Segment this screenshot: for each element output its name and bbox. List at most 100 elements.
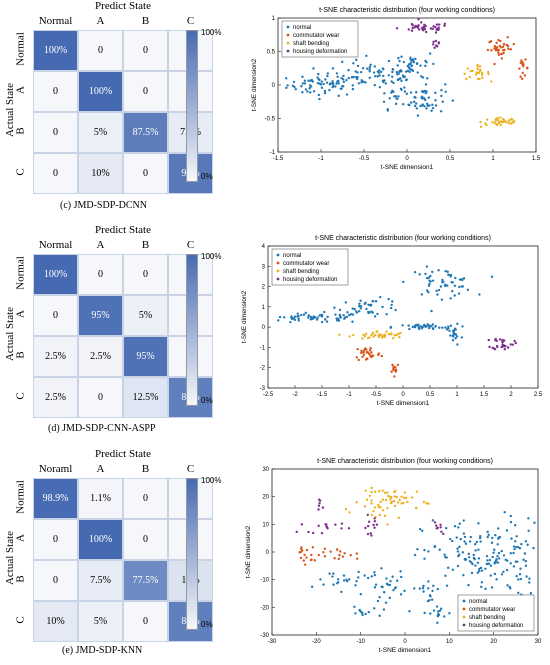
data-point xyxy=(435,524,438,527)
data-point xyxy=(300,313,303,317)
data-point xyxy=(337,319,341,322)
data-point xyxy=(409,61,413,64)
data-point xyxy=(426,599,430,603)
matrix-cell: 98.9% xyxy=(33,478,78,519)
data-point xyxy=(454,276,457,280)
data-point xyxy=(418,28,421,31)
matrix-cell: 0 xyxy=(33,112,78,153)
data-point xyxy=(326,315,329,319)
data-point xyxy=(506,346,510,349)
data-point xyxy=(451,539,454,543)
data-point xyxy=(311,531,315,535)
data-point xyxy=(500,573,504,576)
data-point xyxy=(503,348,507,351)
caption-e: (e) JMD-SDP-KNN xyxy=(62,645,143,656)
data-point xyxy=(514,524,517,527)
data-point xyxy=(332,572,335,575)
data-point xyxy=(458,278,462,281)
data-point xyxy=(378,74,381,77)
x-tick-label: 0 xyxy=(401,392,405,398)
series-shaft-bending xyxy=(344,486,430,526)
data-point xyxy=(423,557,426,560)
data-point xyxy=(485,554,489,558)
data-point xyxy=(399,331,402,335)
predict-state-title: Predict State xyxy=(95,448,151,460)
data-point xyxy=(497,38,500,42)
data-point xyxy=(423,548,426,552)
data-point xyxy=(513,339,516,343)
data-point xyxy=(355,77,359,81)
data-point xyxy=(379,505,382,509)
row-label: Normal xyxy=(14,32,27,66)
data-point xyxy=(444,326,447,329)
data-point xyxy=(403,75,407,78)
data-point xyxy=(512,551,515,555)
data-point xyxy=(447,273,450,277)
data-point xyxy=(408,103,411,107)
data-point xyxy=(334,85,337,88)
data-point xyxy=(414,57,417,61)
data-point xyxy=(389,579,392,583)
data-point xyxy=(376,599,380,603)
data-point xyxy=(380,354,383,358)
data-point xyxy=(444,283,447,286)
data-point xyxy=(306,90,309,93)
data-point xyxy=(373,571,376,574)
data-point xyxy=(387,59,391,63)
data-point xyxy=(348,335,351,338)
data-point xyxy=(443,555,447,559)
data-point xyxy=(278,315,282,319)
data-point xyxy=(440,89,443,92)
data-point xyxy=(363,302,367,306)
data-point xyxy=(522,558,525,561)
data-point xyxy=(367,352,370,355)
data-point xyxy=(424,24,427,28)
data-point xyxy=(413,325,417,329)
data-point xyxy=(377,505,380,509)
data-point xyxy=(425,289,429,292)
row-label: B xyxy=(14,351,27,359)
data-point xyxy=(385,312,388,316)
data-point xyxy=(364,612,367,616)
data-point xyxy=(368,68,371,71)
data-point xyxy=(396,97,399,101)
data-point xyxy=(400,495,403,498)
column-label: A xyxy=(96,239,105,251)
series-housing-deformation xyxy=(395,18,447,49)
data-point xyxy=(462,574,465,577)
colorbar-tick: 0% xyxy=(201,620,213,629)
data-point xyxy=(393,375,396,378)
data-point xyxy=(392,365,395,368)
x-axis-label: t-SNE dimension1 xyxy=(381,164,434,171)
data-point xyxy=(477,548,480,551)
x-tick-label: -0.5 xyxy=(359,156,370,162)
data-point xyxy=(417,24,420,27)
data-point xyxy=(422,590,425,593)
data-point xyxy=(424,91,428,95)
data-point xyxy=(363,349,366,352)
column-label: A xyxy=(96,15,105,27)
data-point xyxy=(490,275,494,279)
data-point xyxy=(366,513,369,517)
data-point xyxy=(396,363,400,367)
data-point xyxy=(301,82,305,85)
data-point xyxy=(425,102,429,106)
colorbar xyxy=(186,30,198,182)
data-point xyxy=(487,562,491,565)
data-point xyxy=(477,557,481,560)
data-point xyxy=(422,584,425,588)
data-point xyxy=(486,48,490,52)
data-point xyxy=(447,566,450,570)
data-point xyxy=(456,564,460,568)
data-point xyxy=(391,75,394,78)
data-point xyxy=(411,325,415,329)
data-point xyxy=(526,66,529,69)
data-point xyxy=(374,300,378,303)
series-housing-deformation xyxy=(295,498,445,537)
data-point xyxy=(365,54,368,58)
data-point xyxy=(367,303,370,306)
data-point xyxy=(371,332,374,335)
y-tick-label: 0 xyxy=(266,550,270,556)
data-point xyxy=(435,289,438,293)
data-point xyxy=(519,567,522,570)
